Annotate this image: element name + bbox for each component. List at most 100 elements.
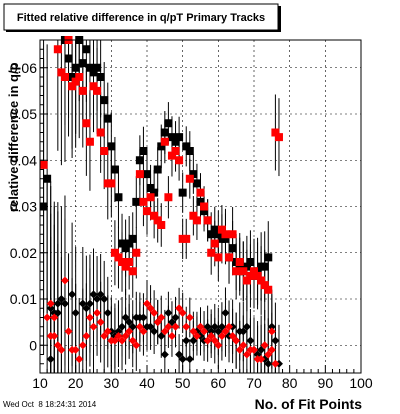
series1-square-point	[260, 262, 269, 271]
series2-square-point	[89, 82, 98, 91]
x-tick-label: 20	[68, 375, 84, 391]
series2-diamond-point	[225, 322, 234, 331]
y-tick-label: 0	[29, 337, 37, 353]
series1-diamond-point	[150, 327, 159, 336]
chart-title: Fitted relative difference in q/pT Prima…	[17, 12, 265, 24]
series2-diamond-point	[267, 327, 276, 336]
series1-square-point	[128, 234, 137, 243]
series2-diamond-point	[103, 327, 112, 336]
series2-diamond-point	[264, 350, 273, 359]
series1-square-point	[146, 184, 155, 192]
x-tick-label: 90	[318, 375, 334, 391]
x-tick-label: 10	[32, 375, 48, 391]
series2-diamond-point	[93, 308, 102, 317]
series2-square-point	[253, 271, 262, 280]
series2-diamond-point	[203, 336, 212, 345]
series1-diamond-point	[118, 322, 127, 331]
series1-square-point	[143, 170, 151, 179]
series1-square-point	[107, 142, 116, 151]
series1-diamond-point	[178, 355, 187, 364]
series2-diamond-point	[132, 341, 141, 350]
series1-diamond-point	[128, 322, 137, 331]
series2-diamond-point	[139, 327, 148, 336]
series2-square-point	[232, 267, 241, 276]
series2-square-point	[203, 216, 212, 225]
series2-diamond-point	[60, 276, 69, 285]
y-tick-label: 0.06	[10, 60, 37, 76]
series1-square-point	[78, 59, 87, 68]
series1-diamond-point	[57, 295, 66, 303]
series1-square-point	[110, 165, 119, 174]
series1-diamond-point	[53, 299, 62, 308]
series1-diamond-point	[68, 290, 77, 299]
series2-diamond-point	[118, 336, 127, 345]
x-tick-labels: 10 20 30 40 50 60 70 80 90 100	[32, 375, 373, 391]
series2-square-point	[246, 271, 255, 280]
series1-diamond-point	[246, 336, 255, 345]
series2-diamond-point	[182, 322, 191, 331]
series1-diamond-point	[264, 359, 273, 368]
series2-square-point	[167, 151, 176, 160]
series2-diamond-point	[242, 350, 251, 359]
series2-diamond-point	[85, 313, 94, 322]
series2-diamond-point	[64, 327, 73, 336]
series2-diamond-point	[239, 341, 248, 350]
series1-square-point	[153, 165, 162, 174]
series1-diamond-point	[164, 308, 173, 317]
series2-square-point	[264, 285, 273, 294]
series2-square-point	[153, 216, 162, 225]
series2-diamond-point	[128, 336, 137, 345]
series2-diamond-point	[150, 308, 159, 317]
series1-square-point	[189, 170, 198, 179]
series1-square-point	[210, 225, 219, 234]
series1-square-point	[89, 68, 98, 77]
series2-diamond-point	[50, 332, 59, 340]
series2-diamond-point	[82, 332, 91, 340]
series2-square-point	[185, 174, 194, 183]
series2-diamond-point	[164, 322, 173, 331]
series2-square-point	[196, 188, 205, 197]
series1-diamond-point	[89, 290, 98, 299]
x-tick-label: 60	[211, 375, 227, 391]
series2-square-point	[214, 253, 223, 262]
series1-square-point	[182, 142, 191, 151]
series2-diamond-point	[100, 332, 109, 340]
series1-diamond-point	[121, 313, 130, 322]
series2-square-point	[78, 86, 87, 95]
series1-square-point	[200, 207, 209, 216]
series2-diamond-point	[53, 341, 62, 350]
x-tick-label: 50	[175, 375, 191, 391]
series2-square-point	[260, 281, 269, 290]
series1-square-point	[43, 174, 52, 183]
series1-diamond-point	[46, 304, 55, 313]
series2-square-point	[96, 128, 105, 137]
series2-square-point	[189, 211, 198, 220]
series2-diamond-point	[185, 313, 194, 322]
series1-square-point	[135, 156, 144, 165]
x-tick-label: 80	[282, 375, 298, 391]
series1-square-point	[114, 193, 123, 202]
series1-diamond-point	[267, 322, 276, 331]
series2-diamond-point	[43, 313, 52, 322]
series2-square-point	[274, 133, 283, 142]
series1-diamond-point	[242, 322, 251, 331]
series2-square-point	[192, 216, 201, 225]
series2-diamond-point	[57, 345, 66, 354]
series2-square-point	[75, 73, 84, 81]
y-tick-label: 0.05	[10, 106, 37, 122]
series2-square-point	[164, 193, 173, 202]
series1-diamond-point	[46, 355, 55, 364]
series1-diamond-point	[175, 350, 184, 359]
series2-square-point	[171, 147, 180, 155]
series2-square-point	[228, 230, 237, 239]
series2-diamond-point	[210, 336, 219, 345]
series1-diamond-point	[221, 308, 230, 317]
series2-diamond-point	[110, 336, 119, 345]
series1-diamond-point	[100, 295, 109, 303]
series1-diamond-point	[85, 299, 94, 308]
series1-square-point	[196, 197, 205, 206]
series2-diamond-point	[89, 322, 98, 331]
series1-square-point	[207, 230, 216, 239]
series2-square-point	[225, 253, 234, 262]
series1-diamond-point	[78, 299, 87, 308]
